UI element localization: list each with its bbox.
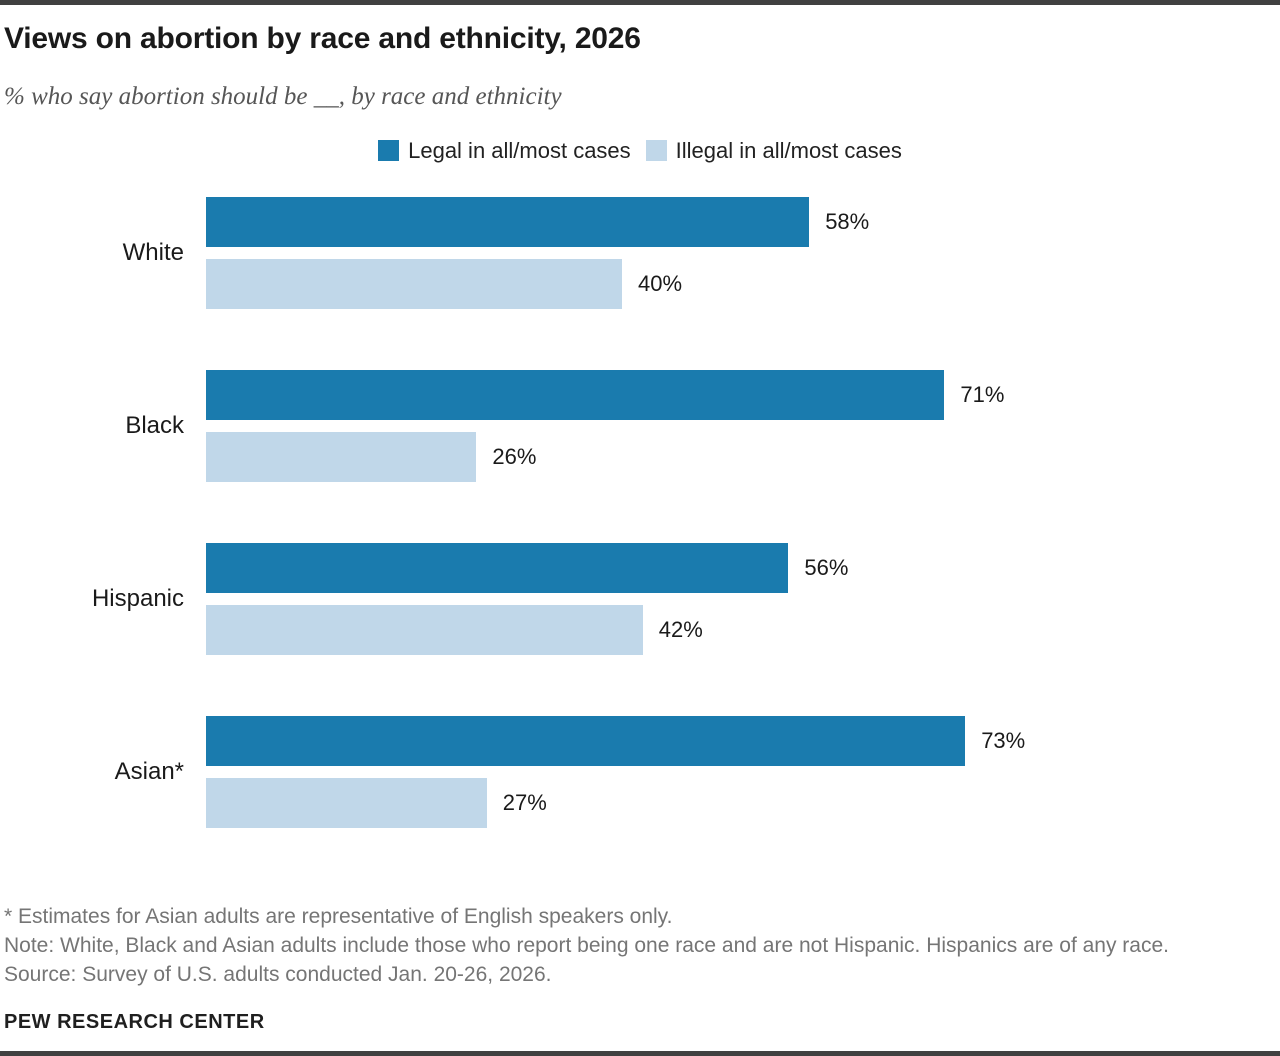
bar-row: 27% [206, 777, 1276, 828]
bar-pair: 73% 27% [206, 715, 1276, 828]
bar-legal [206, 542, 789, 593]
bar-illegal [206, 431, 477, 482]
bar-illegal [206, 777, 487, 828]
value-label: 71% [960, 381, 1005, 407]
legend-swatch-legal-icon [378, 140, 400, 161]
footnote-note: Note: White, Black and Asian adults incl… [4, 933, 1169, 957]
footnote-source: Source: Survey of U.S. adults conducted … [4, 962, 552, 986]
value-label: 27% [502, 789, 547, 815]
footnote-asterisk: * Estimates for Asian adults are represe… [4, 904, 673, 928]
category-label: White [122, 238, 184, 266]
chart-group: Black 71% 26% [4, 369, 1276, 482]
legend-item-illegal: Illegal in all/most cases [645, 137, 902, 164]
chart-subtitle: % who say abortion should be __, by race… [4, 83, 562, 110]
bar-pair: 58% 40% [206, 196, 1276, 309]
chart-group: Hispanic 56% 42% [4, 542, 1276, 655]
page-title: Views on abortion by race and ethnicity,… [4, 22, 641, 55]
bar-legal [206, 715, 966, 766]
bar-row: 42% [206, 604, 1276, 655]
chart-card: Views on abortion by race and ethnicity,… [0, 5, 1280, 1034]
category-label: Hispanic [91, 584, 184, 612]
bar-legal [206, 196, 810, 247]
bottom-rule [0, 1051, 1280, 1056]
legend: Legal in all/most cases Illegal in all/m… [4, 138, 1276, 164]
bar-row: 71% [206, 369, 1276, 420]
bar-pair: 56% 42% [206, 542, 1276, 655]
top-rule [0, 0, 1280, 5]
value-label: 73% [981, 727, 1026, 753]
bar-chart: White 58% 40% Black 71% 26% Hispanic 56% 42% Asia… [4, 196, 1276, 828]
legend-item-legal: Legal in all/most cases [378, 138, 631, 164]
value-label: 42% [658, 616, 703, 642]
bar-row: 56% [206, 542, 1276, 593]
category-label: Asian* [114, 757, 184, 785]
bar-row: 73% [206, 715, 1276, 766]
bar-illegal [206, 604, 643, 655]
legend-label-legal: Legal in all/most cases [408, 137, 631, 163]
bar-pair: 71% 26% [206, 369, 1276, 482]
bar-legal [206, 369, 945, 420]
value-label: 26% [492, 443, 537, 469]
bar-illegal [206, 258, 622, 309]
legend-swatch-illegal-icon [645, 140, 667, 161]
bar-row: 40% [206, 258, 1276, 309]
category-label: Black [125, 411, 184, 439]
footnotes: * Estimates for Asian adults are represe… [4, 902, 1276, 989]
value-label: 40% [638, 270, 683, 296]
brand-footer: PEW RESEARCH CENTER [4, 1010, 265, 1033]
chart-group: White 58% 40% [4, 196, 1276, 309]
bar-row: 26% [206, 431, 1276, 482]
chart-group: Asian* 73% 27% [4, 715, 1276, 828]
value-label: 58% [825, 208, 870, 234]
value-label: 56% [804, 554, 849, 580]
legend-label-illegal: Illegal in all/most cases [675, 137, 902, 163]
bar-row: 58% [206, 196, 1276, 247]
